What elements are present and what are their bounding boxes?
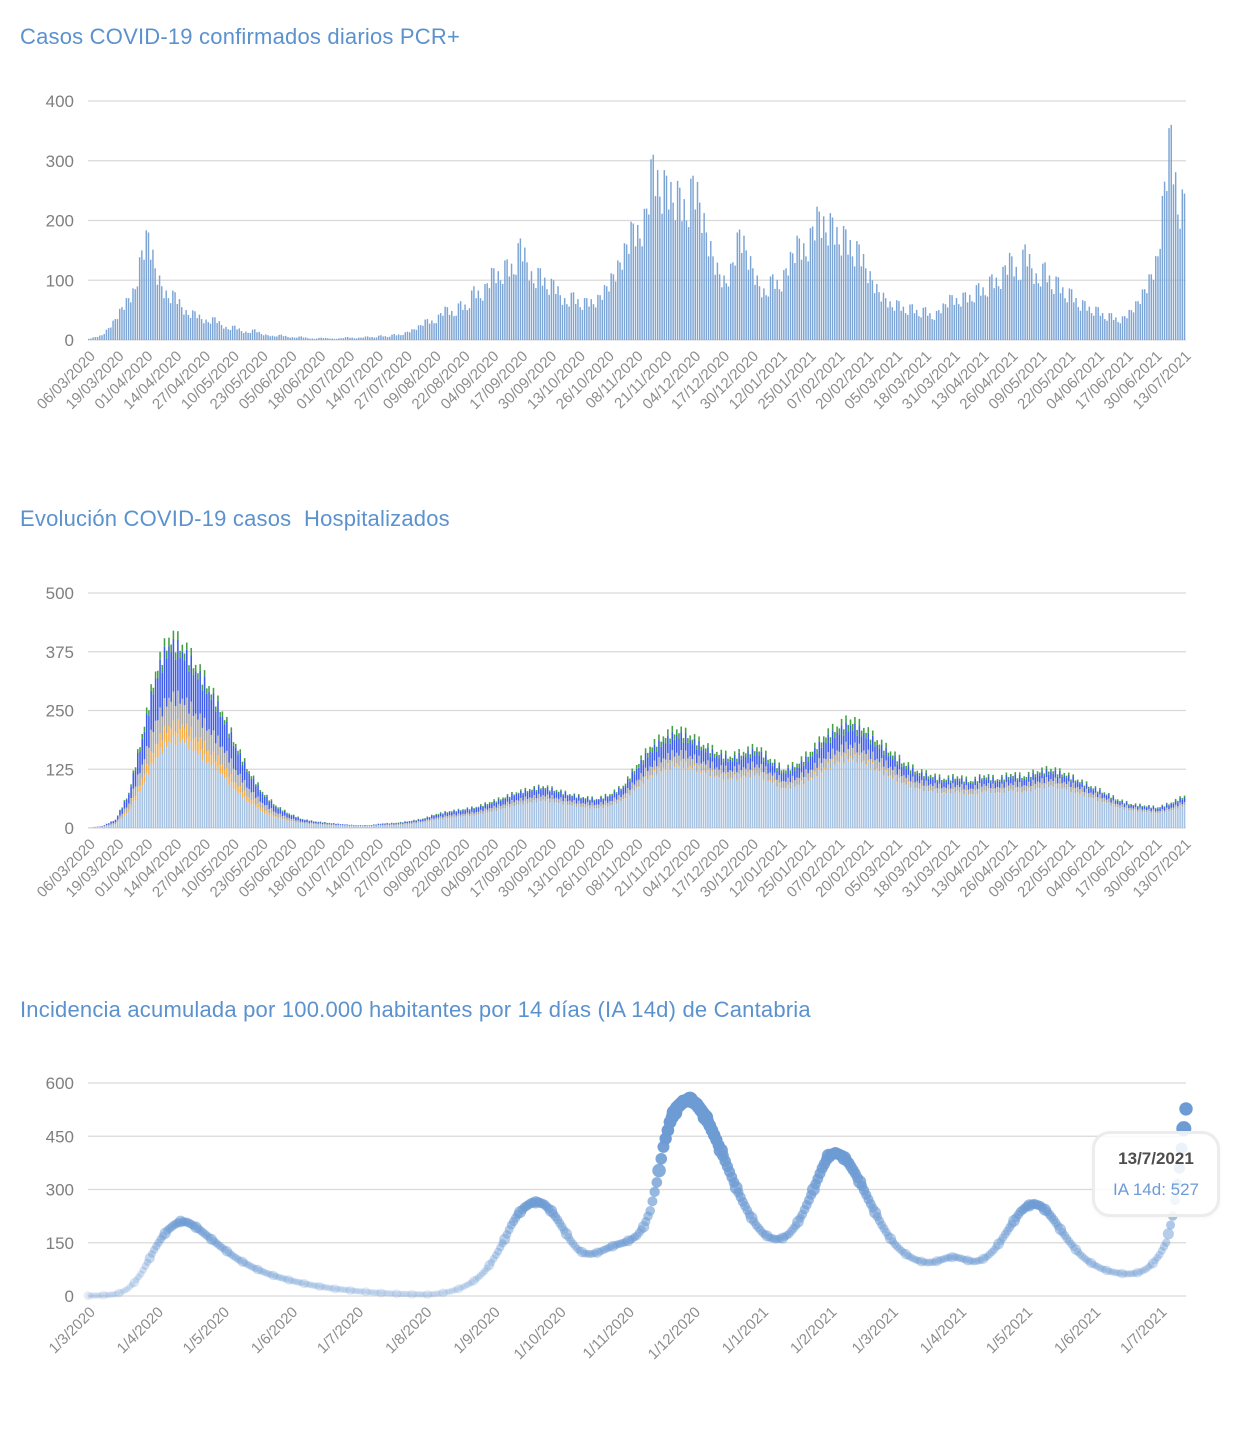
hospitalized-chart[interactable]: 012525037550006/03/202019/03/202001/04/2…	[34, 584, 1195, 901]
svg-text:375: 375	[46, 643, 74, 662]
svg-text:1/10/2020: 1/10/2020	[511, 1304, 570, 1363]
svg-text:1/6/2020: 1/6/2020	[248, 1304, 301, 1357]
pcr-chart-title: Casos COVID-19 confirmados diarios PCR+	[20, 24, 461, 49]
svg-text:250: 250	[46, 702, 74, 721]
svg-text:1/3/2020: 1/3/2020	[46, 1304, 99, 1357]
tooltip-date: 13/7/2021	[1118, 1149, 1194, 1168]
hospitalized-stacked-bars	[88, 630, 1186, 829]
svg-text:1/1/2021: 1/1/2021	[719, 1304, 772, 1357]
svg-text:0: 0	[65, 331, 74, 350]
incidence-chart-title: Incidencia acumulada por 100.000 habitan…	[20, 997, 811, 1022]
svg-text:400: 400	[46, 92, 74, 111]
incidence-dots	[83, 1091, 1193, 1301]
svg-text:1/2/2021: 1/2/2021	[787, 1304, 840, 1357]
incidence-chart[interactable]: 0 150 300 450 600 1/3/2020 1/4/2020 1/5/2020 1/6…	[46, 1074, 1193, 1363]
svg-text:125: 125	[46, 760, 74, 779]
svg-text:300: 300	[46, 1181, 74, 1200]
svg-text:600: 600	[46, 1074, 74, 1093]
svg-text:1/3/2021: 1/3/2021	[849, 1304, 902, 1357]
svg-text:500: 500	[46, 584, 74, 603]
svg-text:1/5/2021: 1/5/2021	[983, 1304, 1036, 1357]
svg-text:450: 450	[46, 1127, 74, 1146]
hospitalized-chart-title: Evolución COVID-19 casos Hospitalizados	[20, 506, 450, 531]
svg-text:1/4/2020: 1/4/2020	[114, 1304, 167, 1357]
svg-text:1/11/2020: 1/11/2020	[580, 1304, 638, 1362]
svg-text:300: 300	[46, 152, 74, 171]
svg-text:1/12/2020: 1/12/2020	[645, 1304, 704, 1363]
svg-text:1/9/2020: 1/9/2020	[450, 1304, 503, 1357]
svg-text:1/4/2021: 1/4/2021	[917, 1304, 970, 1357]
svg-text:200: 200	[46, 212, 74, 231]
pcr-bars	[88, 124, 1186, 341]
svg-text:150: 150	[46, 1234, 74, 1253]
tooltip: 13/7/2021 IA 14d: 527	[1092, 1131, 1220, 1217]
svg-text:0: 0	[65, 819, 74, 838]
svg-text:1/6/2021: 1/6/2021	[1051, 1304, 1104, 1357]
svg-text:1/7/2020: 1/7/2020	[314, 1304, 367, 1357]
svg-text:1/5/2020: 1/5/2020	[180, 1304, 233, 1357]
svg-text:100: 100	[46, 271, 74, 290]
svg-text:1/8/2020: 1/8/2020	[382, 1304, 435, 1357]
svg-text:1/7/2021: 1/7/2021	[1117, 1304, 1170, 1357]
tooltip-value: IA 14d: 527	[1112, 1180, 1200, 1199]
svg-text:0: 0	[65, 1287, 74, 1306]
pcr-chart[interactable]: 010020030040006/03/202019/03/202001/04/2…	[34, 92, 1195, 413]
